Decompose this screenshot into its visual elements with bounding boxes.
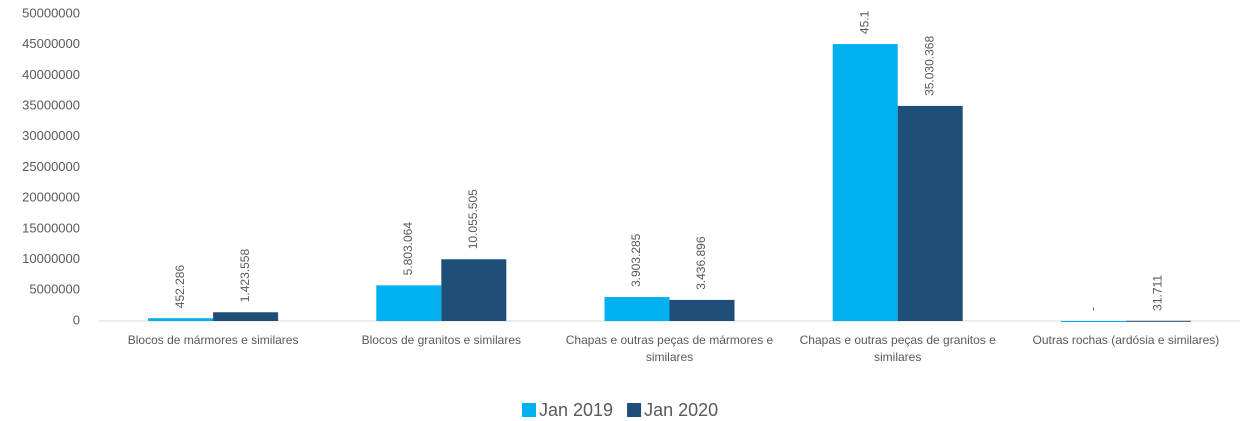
bar: [669, 299, 735, 321]
x-tick-label: Blocos de granitos e similares: [361, 333, 521, 347]
data-label: 35.030.368: [922, 36, 936, 96]
bar: [897, 105, 963, 321]
y-tick-label: 10000000: [22, 251, 80, 266]
bar: [832, 44, 898, 321]
y-tick-label: 30000000: [22, 128, 80, 143]
data-label: -: [1086, 307, 1100, 311]
x-tick-label: Outras rochas (ardósia e similares): [1032, 333, 1220, 347]
data-label: 1.423.558: [238, 249, 252, 303]
data-label: 3.903.285: [629, 233, 643, 287]
x-tick-label: Blocos de mármores e similares: [127, 333, 299, 347]
data-label: 45.1: [857, 10, 871, 34]
y-tick-label: 25000000: [22, 159, 80, 174]
legend-swatch: [522, 403, 536, 417]
bar: [441, 259, 507, 321]
data-label: 3.436.896: [694, 236, 708, 290]
legend-swatch: [627, 403, 642, 417]
data-label: 452.286: [173, 265, 187, 309]
y-tick-label: 40000000: [22, 67, 80, 82]
data-label: 31.711: [1151, 275, 1165, 311]
bar: [604, 297, 670, 321]
data-label: 10.055.505: [466, 189, 480, 249]
y-tick-label: 0: [73, 312, 80, 327]
legend-label: Jan 2019: [539, 400, 613, 420]
bar: [148, 318, 214, 321]
bar: [376, 285, 442, 321]
x-tick-label: Chapas e outras peças de granitos e simi…: [799, 333, 996, 364]
bar: [213, 312, 279, 321]
bar: [1125, 320, 1191, 322]
y-tick-label: 45000000: [22, 36, 80, 51]
y-tick-label: 35000000: [22, 98, 80, 113]
y-tick-label: 20000000: [22, 190, 80, 205]
y-tick-label: 15000000: [22, 220, 80, 235]
y-tick-label: 5000000: [29, 282, 80, 297]
bar: [1060, 321, 1126, 322]
data-label: 5.803.064: [401, 222, 415, 276]
x-tick-label: Chapas e outras peças de mármores e simi…: [565, 333, 774, 364]
legend-label: Jan 2020: [644, 400, 718, 420]
y-tick-label: 50000000: [22, 5, 80, 20]
